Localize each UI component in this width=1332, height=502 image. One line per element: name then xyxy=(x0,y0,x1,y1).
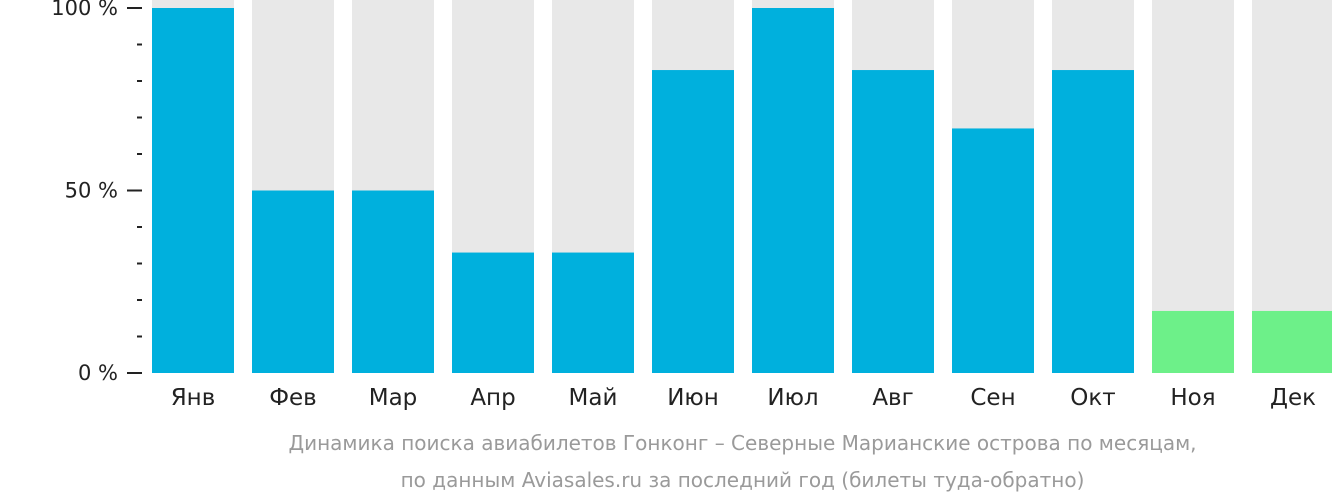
bar-chart: 0 % 50 % 100 % Янв Фев Мар Апр Май Июн Июл Авг Сен… xyxy=(51,0,1332,411)
y-tick-label: 0 % xyxy=(78,361,118,385)
x-tick-label: Янв xyxy=(171,385,216,411)
bars xyxy=(152,8,1332,374)
x-tick-label: Дек xyxy=(1270,385,1316,411)
bar-7 xyxy=(752,8,834,373)
x-tick-label: Май xyxy=(569,385,618,411)
y-axis: 0 % 50 % 100 % xyxy=(51,0,142,385)
bar-6 xyxy=(652,70,734,374)
bar-3 xyxy=(352,190,434,373)
x-tick-label: Мар xyxy=(369,385,418,411)
x-axis: Янв Фев Мар Апр Май Июн Июл Авг Сен Окт Ноя Дек xyxy=(171,385,1316,411)
y-tick-label: 100 % xyxy=(51,0,118,20)
bar-11 xyxy=(1152,310,1234,373)
bar-track xyxy=(1252,0,1332,373)
chart-caption-line-1: Динамика поиска авиабилетов Гонконг – Се… xyxy=(288,431,1197,455)
bar-2 xyxy=(252,190,334,373)
bar-12 xyxy=(1252,310,1332,373)
bar-5 xyxy=(552,252,634,373)
x-tick-label: Июл xyxy=(767,385,818,411)
x-tick-label: Июн xyxy=(667,385,719,411)
bar-9 xyxy=(952,128,1034,373)
bar-8 xyxy=(852,70,934,374)
bar-10 xyxy=(1052,70,1134,374)
x-tick-label: Апр xyxy=(470,385,515,411)
x-tick-label: Ноя xyxy=(1170,385,1215,411)
bar-track xyxy=(1152,0,1234,373)
y-tick-label: 50 % xyxy=(65,179,118,203)
bar-1 xyxy=(152,8,234,373)
bar-4 xyxy=(452,252,534,373)
chart-caption-line-2: по данным Aviasales.ru за последний год … xyxy=(400,468,1085,492)
x-tick-label: Сен xyxy=(970,385,1015,411)
x-tick-label: Фев xyxy=(269,385,317,411)
x-tick-label: Окт xyxy=(1070,385,1115,411)
x-tick-label: Авг xyxy=(872,385,913,411)
